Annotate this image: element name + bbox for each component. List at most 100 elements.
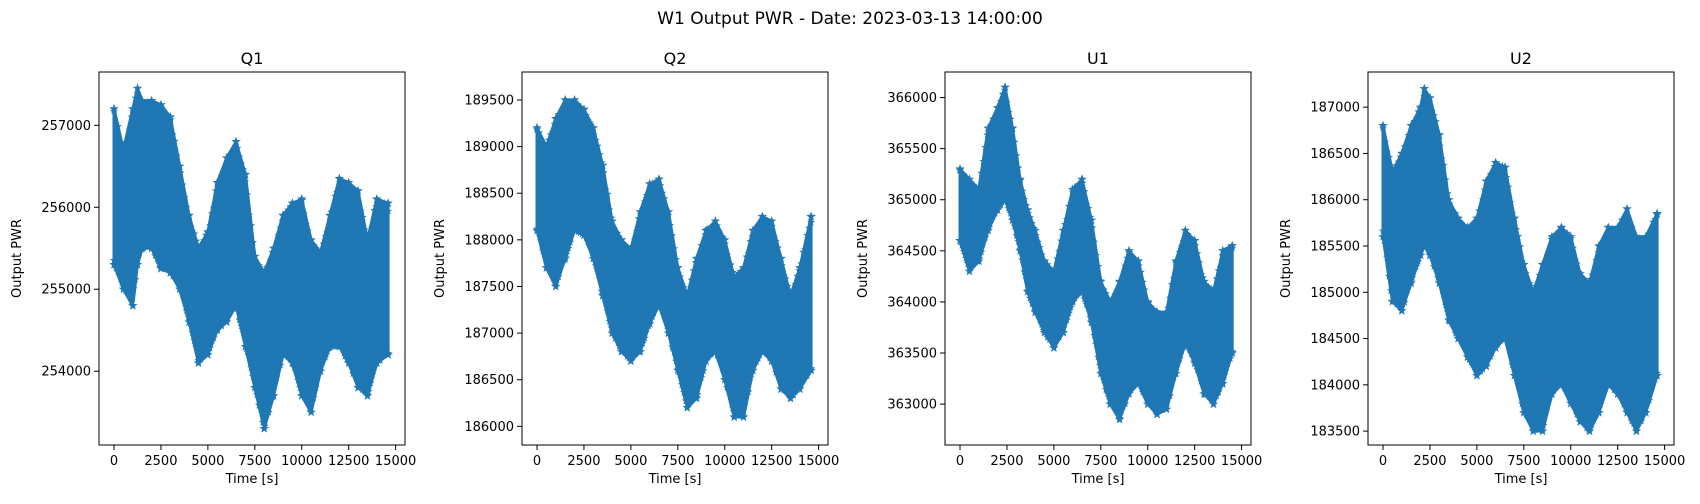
x-tick-label: 5000 <box>191 454 224 469</box>
data-point <box>742 391 751 399</box>
data-point <box>139 105 148 113</box>
y-tick-label: 184000 <box>1310 378 1360 393</box>
data-point <box>1394 157 1403 166</box>
data-point <box>343 177 354 187</box>
y-tick-label: 364500 <box>887 244 937 259</box>
data-point <box>562 104 571 113</box>
data-point <box>368 223 377 231</box>
data-point <box>370 363 379 371</box>
data-point <box>1006 209 1015 217</box>
data-point <box>188 328 197 336</box>
data-point <box>776 253 786 263</box>
data-point <box>959 247 968 255</box>
data-point <box>1218 378 1228 388</box>
data-point <box>540 251 549 259</box>
data-point <box>1574 407 1583 415</box>
data-point <box>1138 278 1147 286</box>
data-point <box>1189 235 1200 245</box>
data-point <box>307 245 316 253</box>
data-point <box>621 242 630 250</box>
data-point <box>1635 234 1644 242</box>
data-point <box>974 184 984 194</box>
data-point <box>1084 204 1093 212</box>
data-point <box>125 290 134 299</box>
data-point <box>1631 421 1640 430</box>
data-point <box>1224 355 1233 363</box>
data-point <box>569 225 580 235</box>
axes-frame <box>944 71 1252 446</box>
data-point <box>548 128 557 137</box>
data-point <box>143 97 152 106</box>
data-point <box>1621 403 1630 412</box>
data-point <box>1596 246 1605 254</box>
data-point <box>209 204 218 212</box>
data-point <box>964 266 975 276</box>
data-point <box>1557 374 1566 383</box>
data-point <box>1152 409 1162 419</box>
data-point <box>955 235 965 245</box>
data-point <box>1022 286 1033 296</box>
data-point <box>609 224 618 233</box>
data-point <box>288 206 297 214</box>
data-point <box>617 240 626 249</box>
data-point <box>773 368 782 377</box>
data-point <box>638 339 647 347</box>
data-point <box>1078 178 1087 187</box>
data-point <box>548 267 557 275</box>
data-point <box>721 239 729 248</box>
data-point <box>1195 258 1204 267</box>
data-point <box>607 213 616 222</box>
data-point <box>766 223 774 232</box>
data-point <box>272 241 281 249</box>
data-point <box>591 135 600 144</box>
data-point <box>648 312 657 321</box>
data-point <box>623 352 632 360</box>
data-point <box>1392 299 1401 308</box>
data-point <box>964 174 975 184</box>
data-point <box>1063 215 1071 223</box>
data-point <box>184 210 194 220</box>
data-point <box>541 262 552 272</box>
data-point <box>1449 208 1458 216</box>
data-point <box>378 347 387 356</box>
data-point <box>1506 347 1515 356</box>
data-point <box>176 168 185 177</box>
data-point <box>206 221 214 230</box>
data-point <box>1582 283 1591 291</box>
data-point <box>597 158 606 166</box>
data-point <box>118 284 129 294</box>
data-point <box>221 317 232 327</box>
data-point <box>1498 327 1507 335</box>
y-tick-label: 186500 <box>1310 147 1360 162</box>
data-point <box>1113 288 1122 297</box>
data-point <box>1114 276 1125 286</box>
data-point <box>358 213 367 221</box>
data-point <box>1007 123 1018 133</box>
data-point <box>607 328 617 338</box>
data-point <box>1180 337 1190 347</box>
data-point <box>1615 227 1624 236</box>
data-point <box>368 370 377 378</box>
x-tick-label: 0 <box>110 454 118 469</box>
data-point <box>963 259 972 267</box>
data-point <box>715 353 724 362</box>
data-point <box>315 366 326 376</box>
data-point <box>1033 237 1042 246</box>
data-point <box>682 402 692 412</box>
data-point <box>1124 245 1134 255</box>
x-axis-label: Time [s] <box>1071 472 1125 487</box>
data-point <box>1105 395 1114 403</box>
data-point <box>1528 287 1538 297</box>
data-point <box>710 346 721 356</box>
y-tick-label: 185000 <box>1310 286 1360 301</box>
data-point <box>1582 424 1591 432</box>
data-point <box>983 123 993 133</box>
data-point <box>1425 250 1435 260</box>
data-point <box>1410 117 1419 125</box>
data-point <box>595 150 604 158</box>
data-point <box>1453 333 1463 343</box>
data-point <box>629 242 637 250</box>
data-point <box>131 93 140 102</box>
data-point <box>231 300 241 310</box>
data-point <box>744 387 753 396</box>
